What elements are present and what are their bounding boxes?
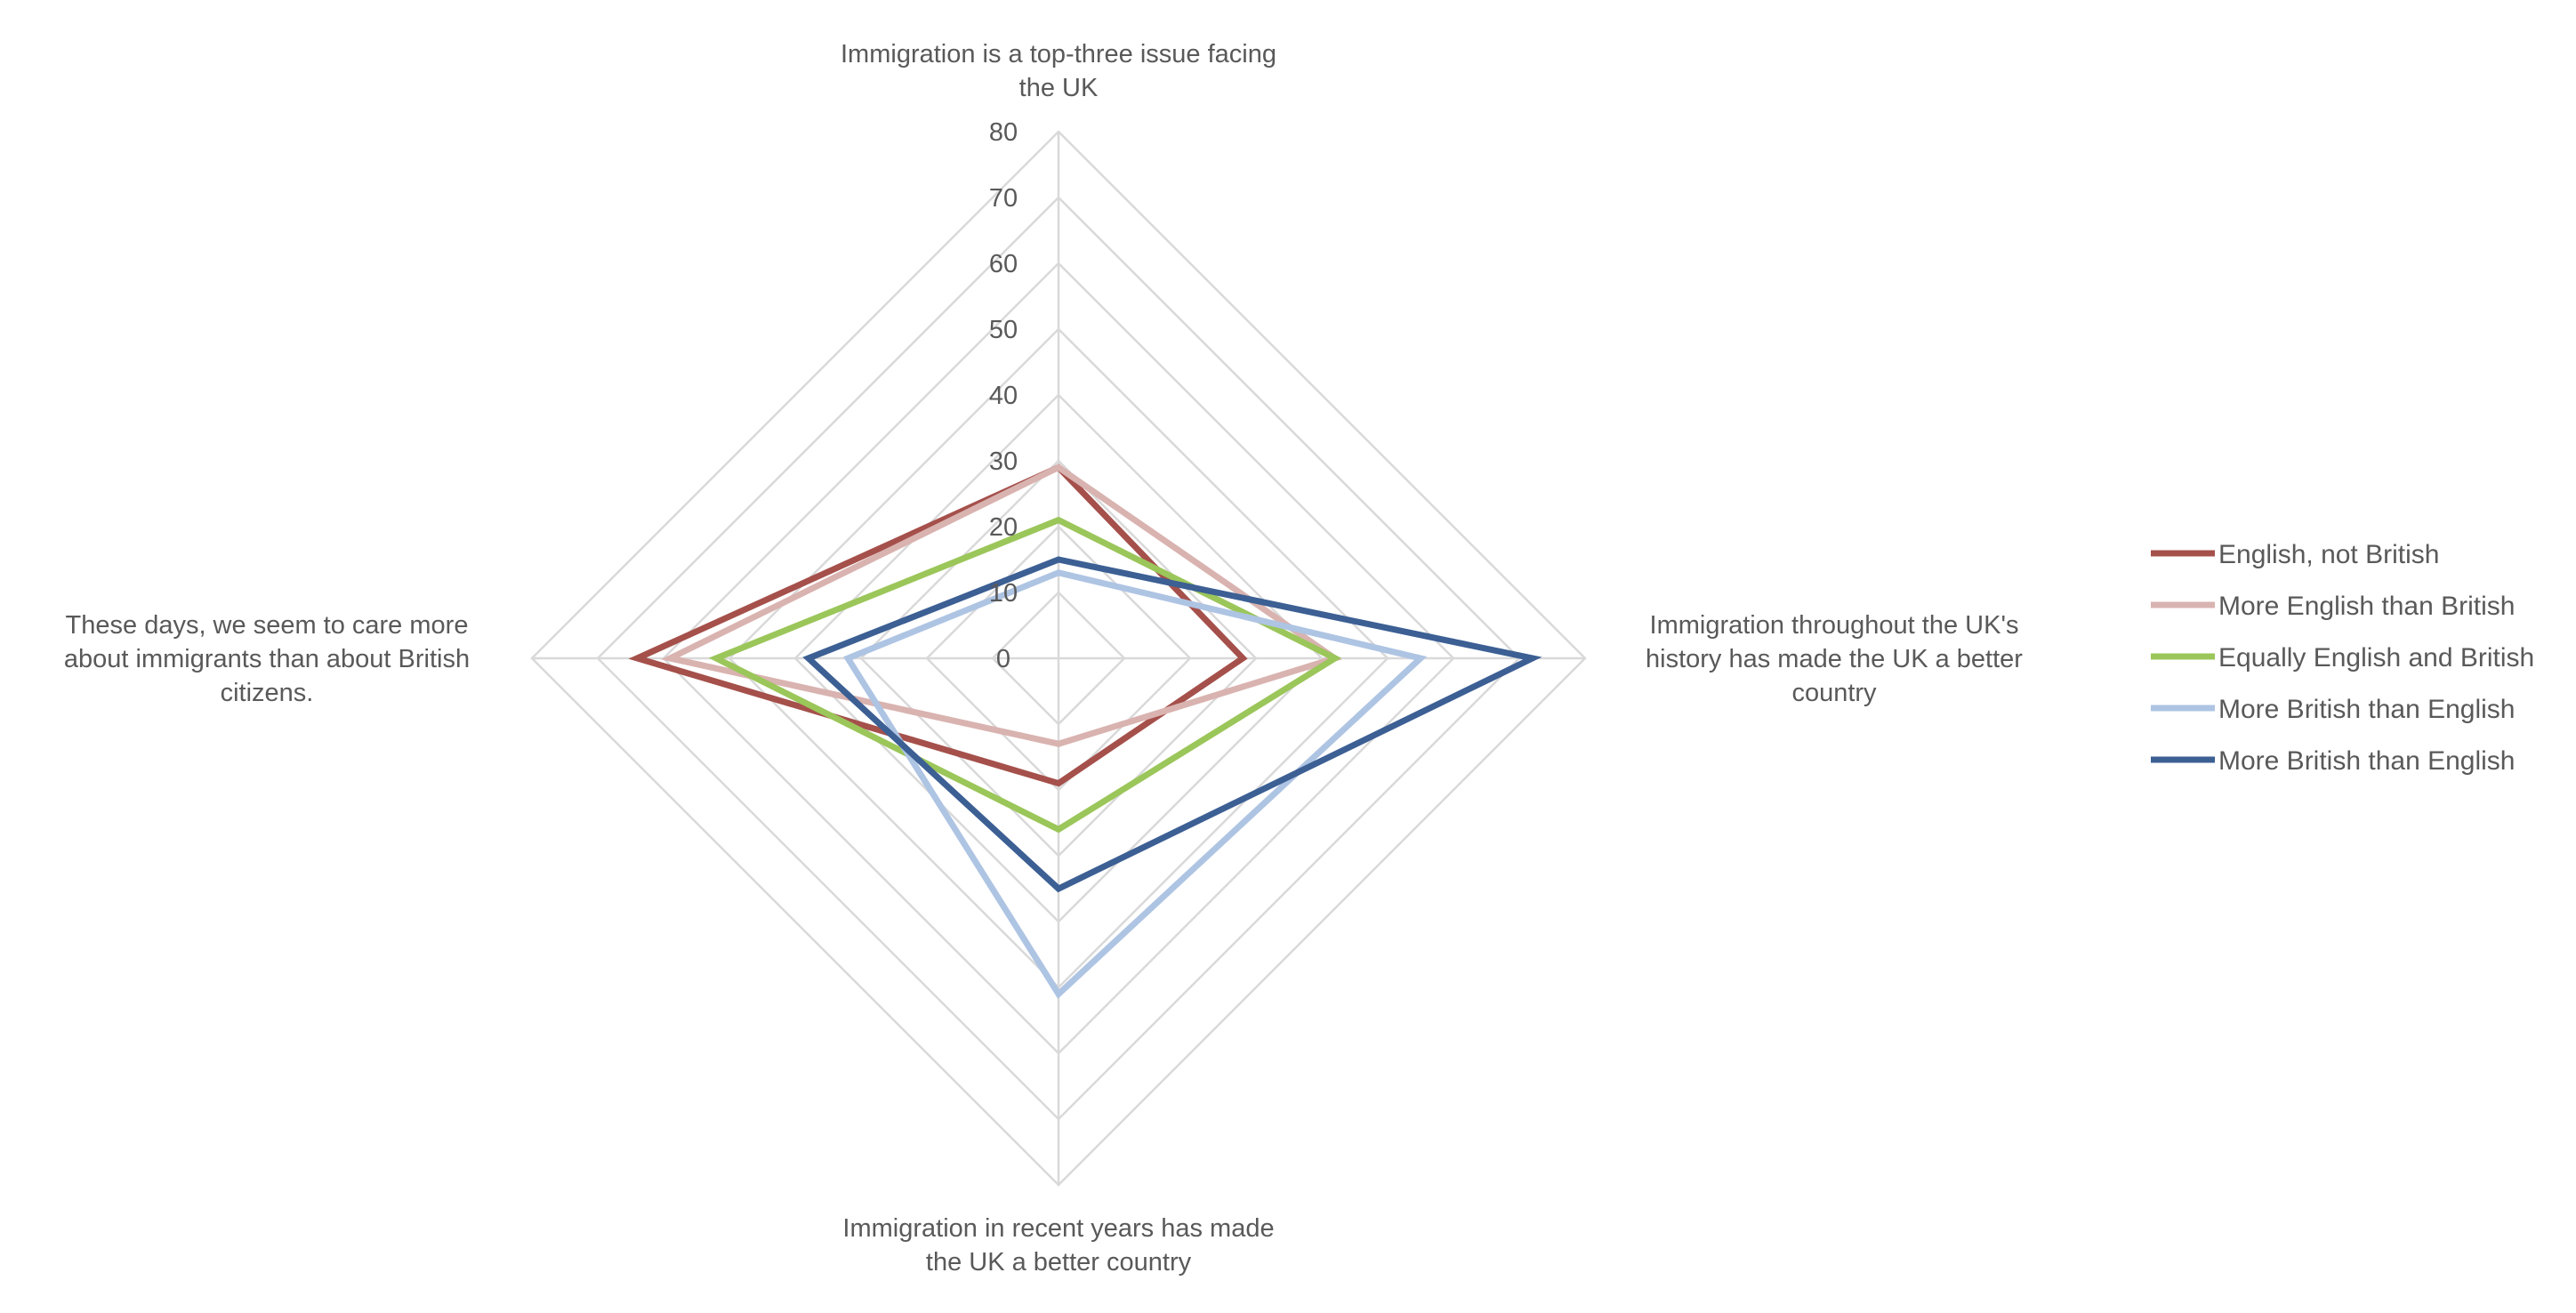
tick-label-70: 70: [989, 184, 1018, 213]
axis-label-line: Immigration throughout the UK's: [1650, 611, 2019, 640]
axis-label-line: the UK a better country: [926, 1248, 1192, 1277]
tick-label-50: 50: [989, 316, 1018, 344]
tick-label-40: 40: [989, 382, 1018, 410]
legend-label-3: Equally English and British: [2218, 643, 2534, 673]
axis-label-line: the UK: [1019, 74, 1099, 102]
series-lines: [628, 463, 1542, 999]
grid: [530, 130, 1587, 1187]
series-line-5: [802, 556, 1542, 893]
series-line-3: [708, 516, 1341, 834]
axis-label-bottom: Immigration in recent years has made the …: [842, 1214, 1274, 1277]
axis-label-line: Immigration is a top-three issue facing: [841, 40, 1276, 68]
axis-label-line: These days, we seem to care more: [66, 611, 469, 640]
tick-label-60: 60: [989, 250, 1018, 278]
legend: English, not British More English than Br…: [2151, 540, 2534, 776]
tick-label-30: 30: [989, 447, 1018, 476]
series-line-4: [843, 569, 1428, 999]
tick-label-80: 80: [989, 118, 1018, 147]
axis-label-line: country: [1791, 679, 1877, 707]
legend-label-2: More English than British: [2218, 592, 2516, 621]
tick-labels: 0 10 20 30 40 50 60 70 80: [989, 118, 1018, 673]
legend-label-5: More British than English: [2218, 746, 2516, 776]
axis-label-line: about immigrants than about British: [64, 645, 470, 673]
axis-label-right: Immigration throughout the UK's history h…: [1646, 611, 2023, 707]
axis-label-left: These days, we seem to care more about im…: [64, 611, 470, 707]
axis-label-line: citizens.: [221, 679, 314, 707]
axis-label-line: Immigration in recent years has made: [842, 1214, 1274, 1243]
legend-label-4: More British than English: [2218, 695, 2516, 724]
tick-label-0: 0: [996, 645, 1010, 673]
tick-label-10: 10: [989, 579, 1018, 608]
axis-label-line: history has made the UK a better: [1646, 645, 2023, 673]
axis-label-top: Immigration is a top-three issue facing t…: [841, 40, 1276, 102]
axis-labels: Immigration is a top-three issue facing t…: [64, 40, 2023, 1277]
tick-label-20: 20: [989, 513, 1018, 542]
series-line-2: [660, 463, 1342, 747]
series-line-1: [628, 463, 1248, 787]
legend-label-1: English, not British: [2218, 540, 2439, 569]
